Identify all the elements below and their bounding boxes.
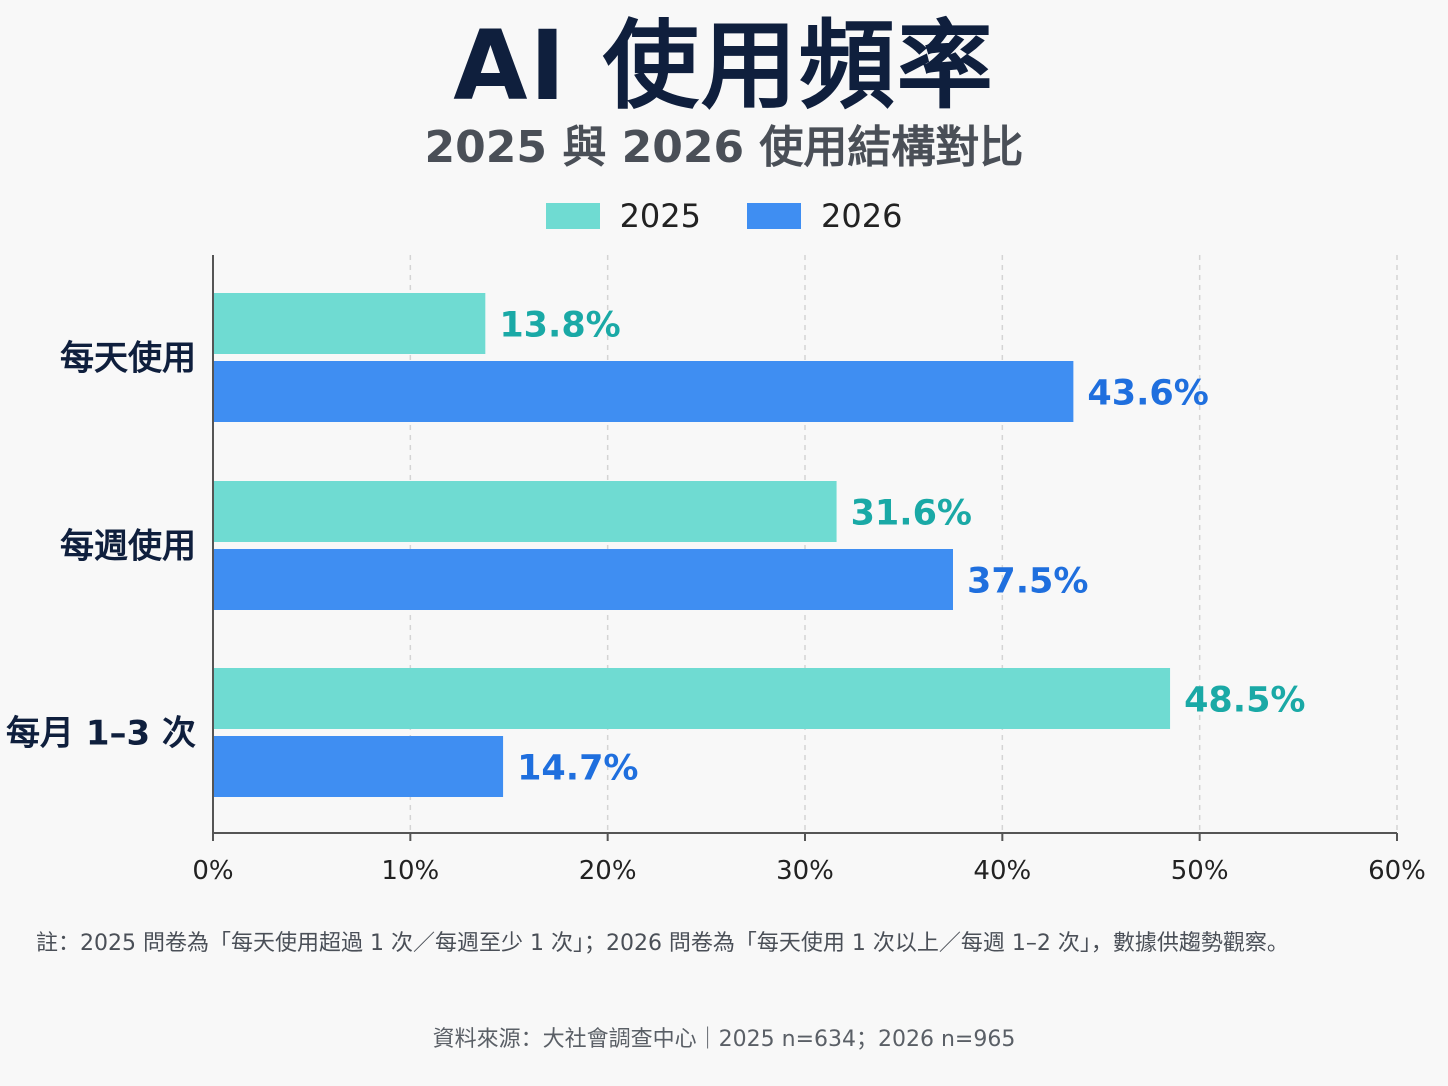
bar-2025-2 — [213, 668, 1171, 729]
data-label-2026-0: 43.6% — [1087, 374, 1208, 414]
x-tick-label-0: 0% — [192, 856, 233, 886]
data-label-2026-2: 14.7% — [517, 749, 638, 789]
x-tick-label-50: 50% — [1171, 856, 1229, 886]
x-tick-label-30: 30% — [776, 856, 834, 886]
bar-2025-0 — [213, 293, 486, 354]
chart-title: AI 使用頻率 — [453, 10, 995, 122]
bar-2026-1 — [213, 549, 953, 610]
legend: 2025 2026 — [0, 196, 1448, 236]
bar-2025-1 — [213, 481, 837, 542]
data-label-2025-2: 48.5% — [1184, 681, 1305, 721]
legend-swatch-2025 — [545, 203, 600, 229]
legend-swatch-2026 — [747, 203, 801, 229]
category-label-2: 每月 1–3 次 — [6, 714, 196, 754]
legend-label-2026: 2026 — [821, 197, 903, 235]
data-label-2025-0: 13.8% — [499, 306, 620, 346]
data-label-2025-1: 31.6% — [851, 494, 972, 534]
source-line: 資料來源：大社會調查中心｜2025 n=634；2026 n=965 — [432, 1027, 1016, 1052]
x-tick-label-60: 60% — [1368, 856, 1426, 886]
legend-item-2026: 2026 — [747, 197, 902, 235]
footnote: 註：2025 問卷為「每天使用超過 1 次／每週至少 1 次」；2026 問卷為… — [36, 931, 1289, 956]
category-label-1: 每週使用 — [60, 527, 196, 567]
bar-chart: 13.8% 43.6% 每天使用 31.6% 37.5% 每週使用 48.5% 14.7% 每月… — [6, 255, 1426, 886]
x-tick-label-10: 10% — [381, 856, 439, 886]
legend-item-2025: 2025 — [545, 197, 701, 235]
x-tick-label-40: 40% — [973, 856, 1031, 886]
x-tick-label-20: 20% — [579, 856, 637, 886]
chart-subtitle: 2025 與 2026 使用結構對比 — [424, 122, 1024, 173]
legend-label-2025: 2025 — [619, 197, 701, 235]
bar-2026-0 — [213, 361, 1074, 422]
category-label-0: 每天使用 — [60, 339, 196, 379]
bar-2026-2 — [213, 736, 504, 797]
data-label-2026-1: 37.5% — [967, 562, 1088, 602]
